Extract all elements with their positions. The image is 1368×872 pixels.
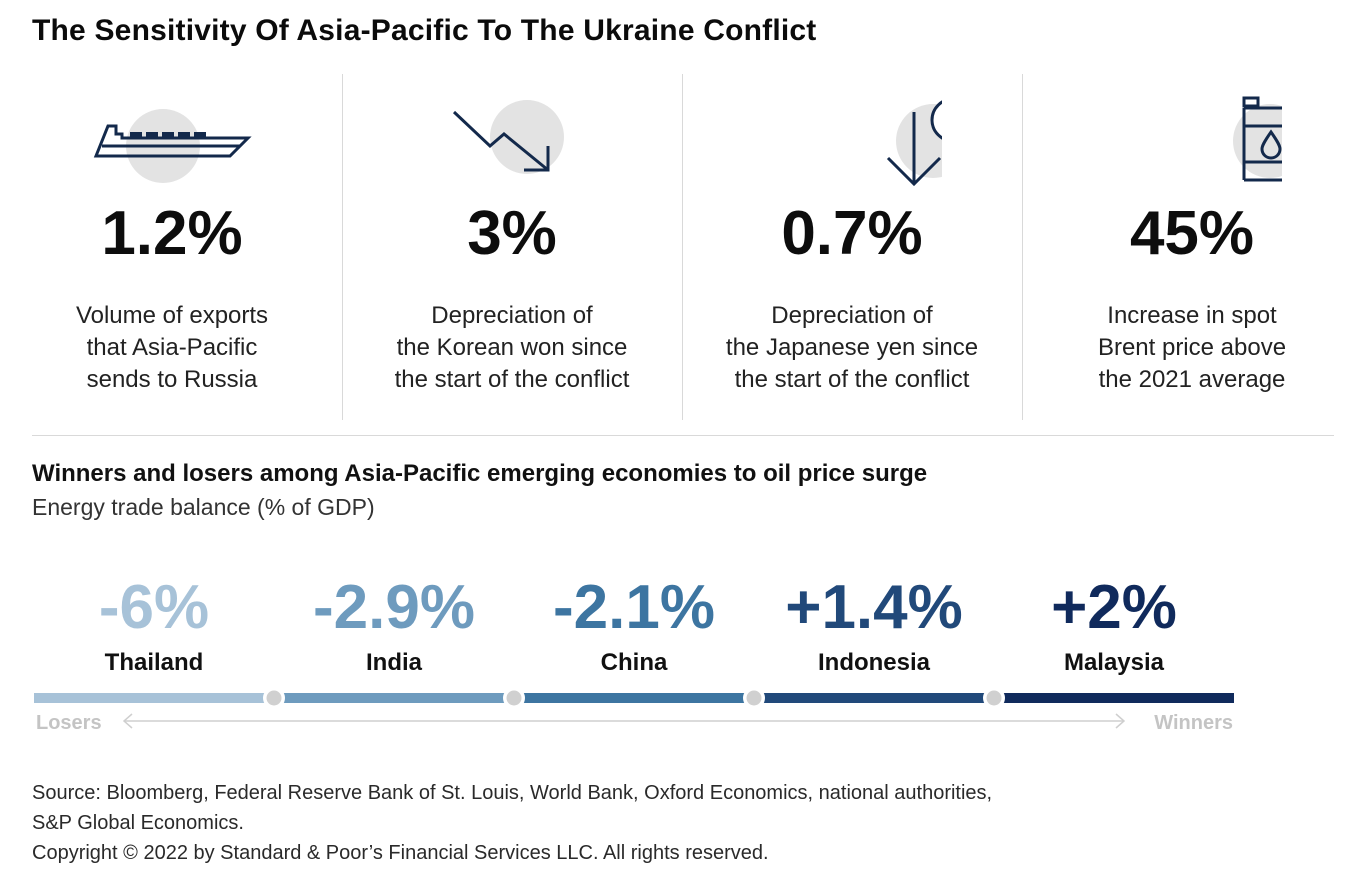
- stat-description: Increase in spot Brent price above the 202…: [1097, 302, 1287, 393]
- country-label: India: [366, 649, 423, 676]
- losers-label: Losers: [36, 712, 102, 734]
- value-label: -2.1%: [553, 573, 715, 642]
- value-label: +1.4%: [785, 573, 963, 642]
- source-line: Source: Bloomberg, Federal Reserve Bank …: [32, 782, 993, 804]
- source-line: S&P Global Economics.: [32, 812, 244, 834]
- stat-brent-price: 45% Increase in spot Brent price above the…: [1022, 76, 1362, 420]
- stat-value: 0.7%: [781, 199, 923, 268]
- column-divider: [682, 74, 683, 420]
- column-divider: [342, 74, 343, 420]
- copyright-line: Copyright © 2022 by Standard & Poor’s Fi…: [32, 842, 769, 864]
- chart-title: Winners and losers among Asia-Pacific em…: [32, 460, 928, 487]
- scale-marker: [506, 690, 522, 706]
- oil-barrel-icon: [1233, 96, 1282, 182]
- stat-exports-russia: 1.2% Volume of exports that Asia-Pacific s…: [2, 76, 342, 420]
- scale-segment: [754, 693, 994, 703]
- stat-description: Depreciation of the Japanese yen since the…: [725, 302, 979, 393]
- scale-marker: [746, 690, 762, 706]
- stat-value: 45%: [1129, 199, 1255, 268]
- page-title: The Sensitivity Of Asia-Pacific To The U…: [32, 14, 817, 47]
- scale-segment: [514, 693, 754, 703]
- chart-subtitle: Energy trade balance (% of GDP): [32, 494, 375, 520]
- scale-segment: [34, 693, 274, 703]
- stat-value: 1.2%: [101, 199, 243, 268]
- value-label: -6%: [99, 573, 209, 642]
- value-label: -2.9%: [313, 573, 475, 642]
- stat-value: 3%: [467, 199, 557, 268]
- source-note: Source: Bloomberg, Federal Reserve Bank …: [32, 778, 992, 868]
- country-label: China: [601, 649, 668, 676]
- stat-description: Volume of exports that Asia-Pacific sends …: [75, 302, 269, 393]
- arrow-right-icon: [1115, 713, 1126, 729]
- yen-down-arrow-icon: ¥: [886, 100, 942, 187]
- country-label: Thailand: [105, 649, 204, 676]
- arrow-left-icon: [122, 713, 133, 729]
- value-label: +2%: [1051, 573, 1177, 642]
- scale-marker: [266, 690, 282, 706]
- cargo-ship-icon: [93, 109, 252, 183]
- column-divider: [1022, 74, 1023, 420]
- stat-korean-won: 3% Depreciation of the Korean won since th…: [342, 76, 682, 420]
- scale-segment: [994, 693, 1234, 703]
- winners-label: Winners: [1154, 712, 1233, 734]
- winners-losers-chart: Losers Winners -6% Thailand -2.9% India -2.1% C…: [34, 573, 1234, 734]
- section-divider: [32, 435, 1334, 436]
- stat-description: Depreciation of the Korean won since the s…: [394, 302, 630, 393]
- country-label: Malaysia: [1064, 649, 1165, 676]
- scale-segment: [274, 693, 514, 703]
- country-label: Indonesia: [818, 649, 931, 676]
- scale-marker: [986, 690, 1002, 706]
- down-trend-arrow-icon: [452, 100, 564, 174]
